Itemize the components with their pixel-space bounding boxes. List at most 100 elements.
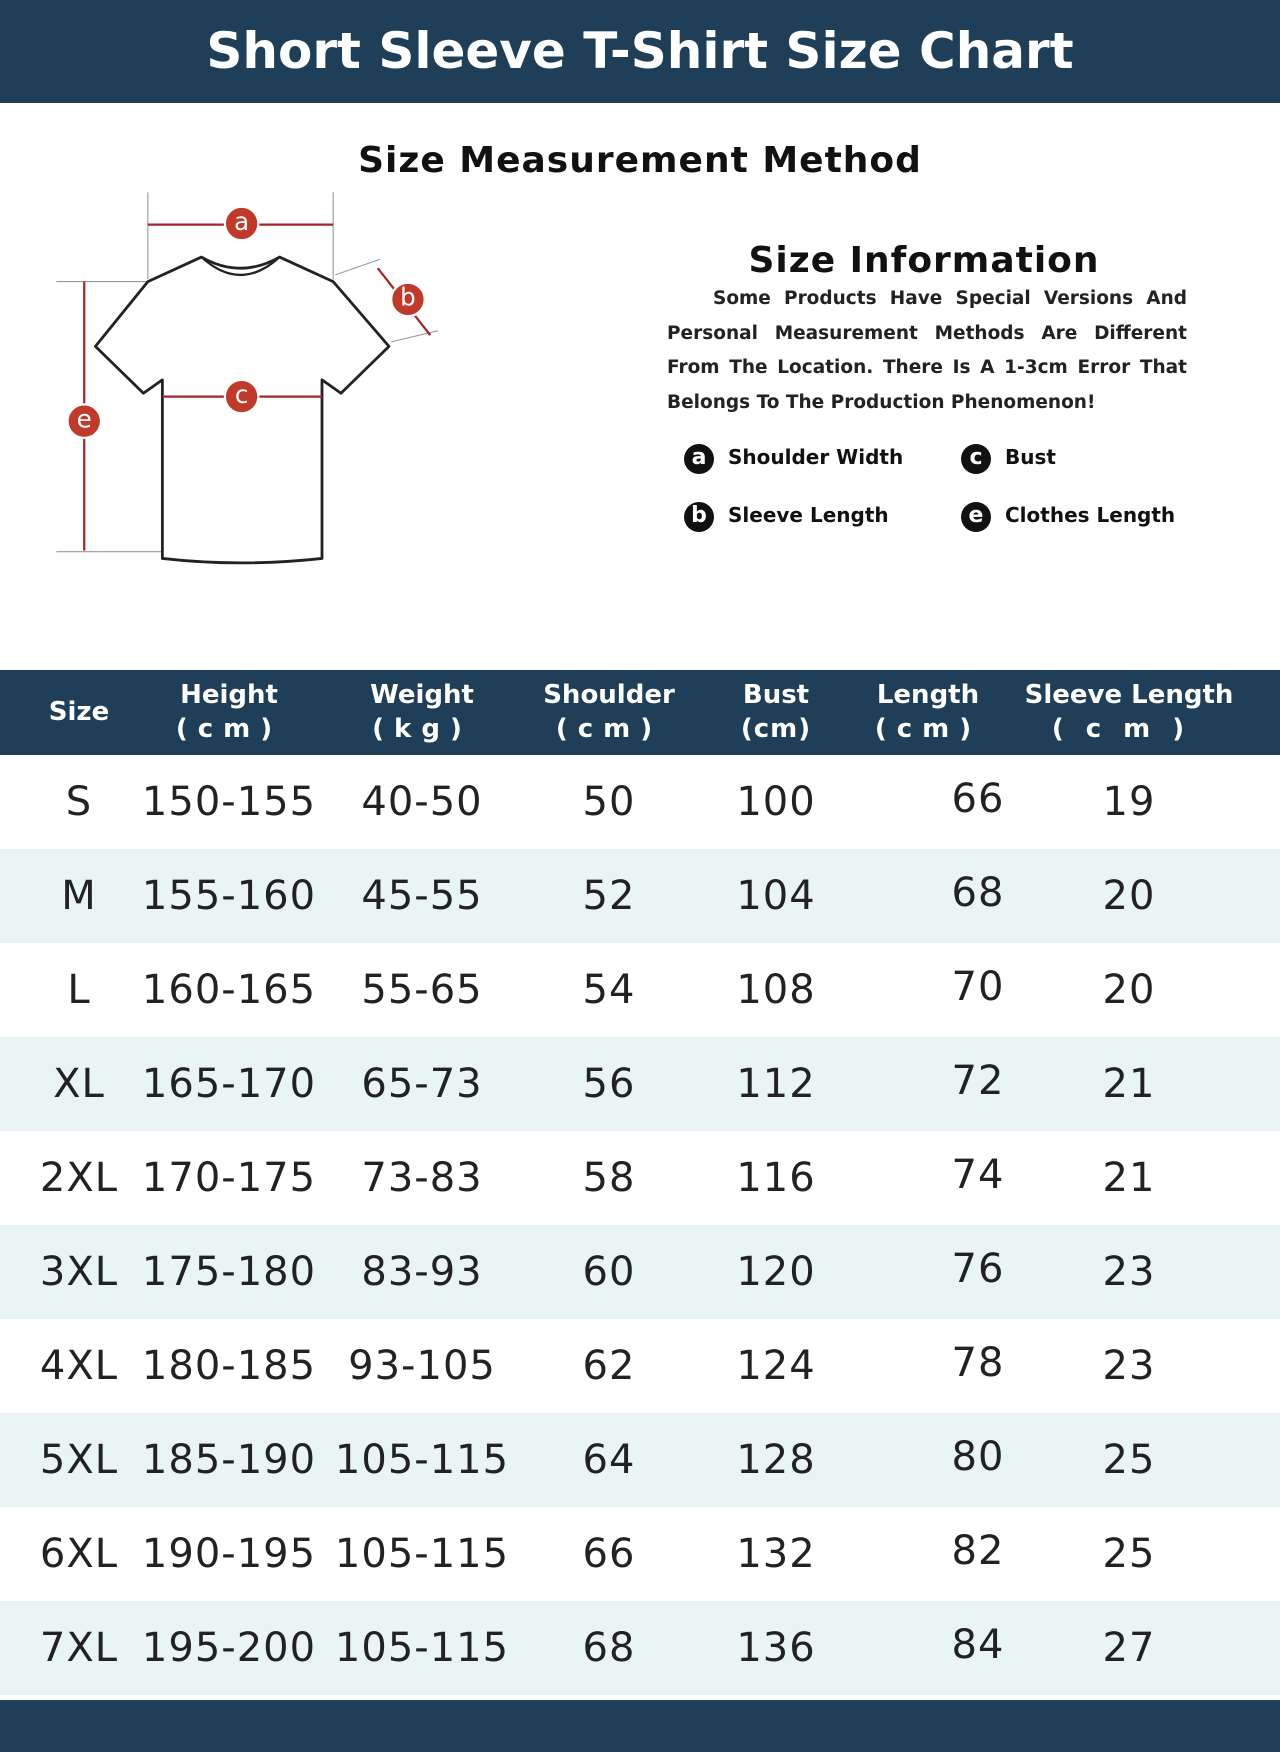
table-cell: 5XL (39, 1437, 119, 1483)
table-cell: 66 (582, 1531, 636, 1577)
table-cell: M (61, 873, 97, 919)
table-cell: 93-105 (348, 1343, 496, 1389)
table-cell: 82 (951, 1528, 1005, 1574)
table-cell: 175-180 (141, 1249, 317, 1295)
table-cell: 58 (582, 1155, 636, 1201)
table-cell: 3XL (39, 1249, 119, 1295)
table-cell: 19 (1102, 779, 1156, 825)
table-header: Size Height (cm) Weight (kg) Shoulder (cm) Bust… (0, 670, 1280, 755)
table-cell: 136 (736, 1625, 816, 1671)
table-cell: 74 (951, 1152, 1005, 1198)
table-cell: 170-175 (141, 1155, 317, 1201)
table-row: M 155-160 45-55 52 104 68 20 (0, 849, 1280, 943)
table-cell: 78 (951, 1340, 1005, 1386)
legend-item: a Shoulder Width (684, 442, 904, 474)
table-cell: 128 (736, 1437, 816, 1483)
table-cell: 23 (1102, 1249, 1156, 1295)
table-cell: 6XL (39, 1531, 119, 1577)
table-cell: 105-115 (334, 1437, 510, 1483)
table-cell: 20 (1102, 873, 1156, 919)
table-cell: 4XL (39, 1343, 119, 1389)
legend-key: c (961, 444, 991, 474)
table-cell: 84 (951, 1622, 1005, 1668)
diagram-label: e (77, 404, 92, 433)
legend-label: Clothes Length (1005, 503, 1176, 527)
table-row: 6XL 190-195 105-115 66 132 82 25 (0, 1507, 1280, 1601)
table-cell: 70 (951, 964, 1005, 1010)
legend-item: b Sleeve Length (684, 500, 889, 532)
table-cell: 83-93 (361, 1249, 483, 1295)
table-row: 5XL 185-190 105-115 64 128 80 25 (0, 1413, 1280, 1507)
column-unit: (cm) (874, 714, 982, 744)
diagram-label: c (235, 380, 249, 409)
table-row: XL 165-170 65-73 56 112 72 21 (0, 1037, 1280, 1131)
table-cell: 45-55 (361, 873, 483, 919)
table-cell: 20 (1102, 967, 1156, 1013)
table-cell: 100 (736, 779, 816, 825)
table-cell: 68 (951, 870, 1005, 916)
table-row: S 150-155 40-50 50 100 66 19 (0, 755, 1280, 849)
table-cell: 52 (582, 873, 636, 919)
table-cell: 60 (582, 1249, 636, 1295)
table-cell: 54 (582, 967, 636, 1013)
table-cell: 40-50 (361, 779, 483, 825)
legend-item: c Bust (961, 442, 1056, 474)
table-cell: 68 (582, 1625, 636, 1671)
table-row: 4XL 180-185 93-105 62 124 78 23 (0, 1319, 1280, 1413)
table-cell: 195-200 (141, 1625, 317, 1671)
column-header: Bust (cm) (741, 678, 811, 746)
column-unit: (cm) (1051, 714, 1207, 744)
table-row: L 160-165 55-65 54 108 70 20 (0, 943, 1280, 1037)
table-cell: 76 (951, 1246, 1005, 1292)
table-cell: 21 (1102, 1061, 1156, 1107)
method-title: Size Measurement Method (358, 140, 922, 181)
table-cell: 25 (1102, 1437, 1156, 1483)
table-cell: 23 (1102, 1343, 1156, 1389)
table-cell: 112 (736, 1061, 816, 1107)
table-cell: 56 (582, 1061, 636, 1107)
table-cell: 2XL (39, 1155, 119, 1201)
table-cell: 120 (736, 1249, 816, 1295)
legend-key: a (684, 444, 714, 474)
table-cell: 62 (582, 1343, 636, 1389)
table-row: 7XL 195-200 105-115 68 136 84 27 (0, 1601, 1280, 1695)
table-cell: 104 (736, 873, 816, 919)
column-header: Sleeve Length (cm) (1025, 678, 1234, 746)
table-cell: 50 (582, 779, 636, 825)
legend-label: Shoulder Width (728, 445, 904, 469)
table-row: 2XL 170-175 73-83 58 116 74 21 (0, 1131, 1280, 1225)
column-name: Shoulder (543, 680, 675, 710)
column-name: Height (180, 680, 278, 710)
column-name: Bust (742, 680, 810, 710)
table-cell: 21 (1102, 1155, 1156, 1201)
diagram-label: b (400, 283, 416, 312)
table-cell: 116 (736, 1155, 816, 1201)
table-cell: 165-170 (141, 1061, 317, 1107)
legend-key: b (684, 502, 714, 532)
table-cell: 66 (951, 776, 1005, 822)
column-unit: (cm) (175, 714, 283, 744)
legend-key: e (961, 502, 991, 532)
table-cell: 27 (1102, 1625, 1156, 1671)
table-cell: 190-195 (141, 1531, 317, 1577)
table-cell: 80 (951, 1434, 1005, 1480)
column-header: Weight (kg) (370, 678, 474, 746)
table-cell: 65-73 (361, 1061, 483, 1107)
column-name: Length (876, 680, 980, 710)
table-cell: 64 (582, 1437, 636, 1483)
table-cell: 160-165 (141, 967, 317, 1013)
column-header: Length (cm) (875, 678, 981, 746)
column-name: Weight (370, 680, 474, 710)
column-header: Size (49, 695, 109, 729)
column-header: Shoulder (cm) (543, 678, 675, 746)
table-cell: 25 (1102, 1531, 1156, 1577)
diagram-label: a (234, 207, 249, 236)
table-cell: 124 (736, 1343, 816, 1389)
table-cell: 180-185 (141, 1343, 317, 1389)
table-cell: S (65, 779, 93, 825)
header-title: Short Sleeve T-Shirt Size Chart (0, 0, 1280, 103)
table-cell: 72 (951, 1058, 1005, 1104)
legend-label: Sleeve Length (728, 503, 889, 527)
legend-item: e Clothes Length (961, 500, 1176, 532)
